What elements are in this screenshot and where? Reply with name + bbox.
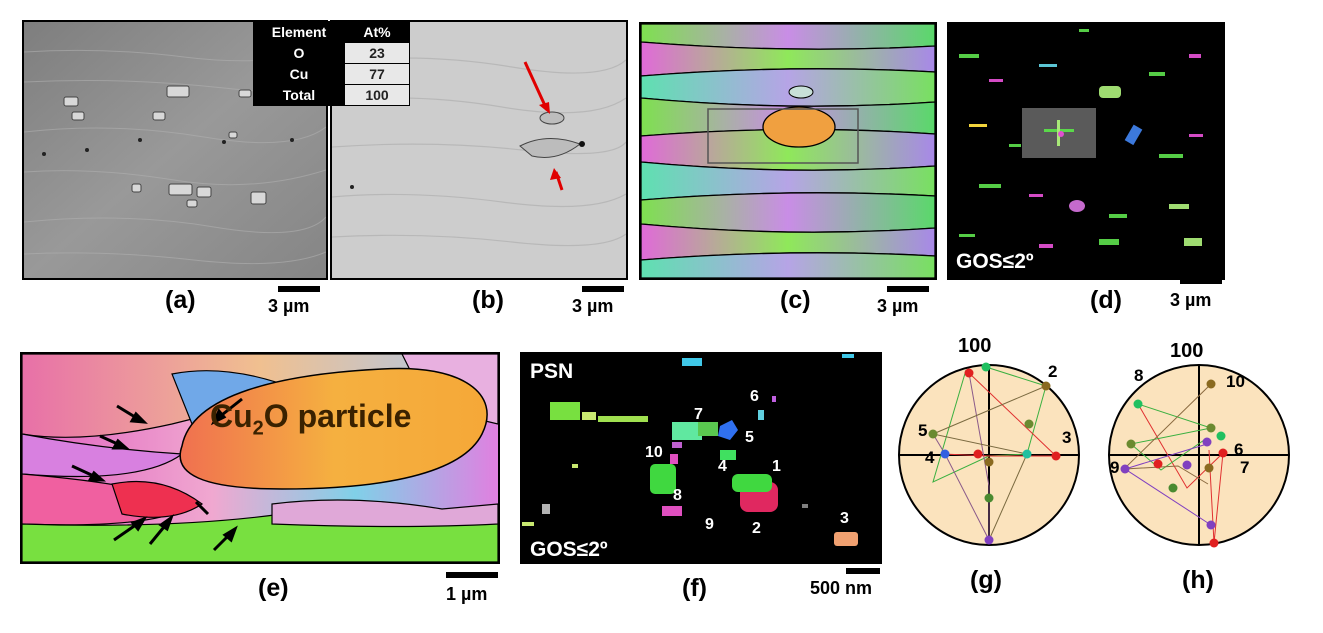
scale-bar-a bbox=[278, 286, 320, 292]
table-header-atpercent: At% bbox=[344, 21, 410, 43]
sem-image-b bbox=[330, 20, 628, 280]
panel-label-a: (a) bbox=[165, 286, 196, 314]
pole-point-label: 6 bbox=[1234, 440, 1244, 459]
gos-label-f: GOS≤2º bbox=[530, 538, 608, 561]
panel-label-f: (f) bbox=[682, 574, 707, 602]
scale-text-e: 1 µm bbox=[446, 584, 488, 604]
grain-number: 1 bbox=[772, 458, 781, 475]
scale-text-d: 3 µm bbox=[1170, 290, 1212, 310]
table-cell-element: Total bbox=[253, 84, 345, 106]
pole-label-g: 100 bbox=[958, 335, 992, 357]
table-cell-element: O bbox=[253, 42, 345, 64]
panel-label-b: (b) bbox=[472, 286, 504, 314]
pole-point-label: 4 bbox=[925, 448, 935, 467]
scale-text-f: 500 nm bbox=[810, 578, 873, 598]
pole-figure-svg-h bbox=[1108, 364, 1290, 548]
table-header-element: Element bbox=[253, 21, 345, 43]
table-row: Cu 77 bbox=[253, 63, 410, 85]
particle-label-cu: Cu bbox=[210, 398, 253, 434]
scale-bar-e bbox=[446, 572, 498, 578]
table-cell-value: 100 bbox=[344, 84, 410, 106]
table-cell-value: 77 bbox=[344, 63, 410, 85]
scale-bar-b bbox=[582, 286, 624, 292]
scale-bar-f bbox=[846, 568, 880, 574]
panel-label-d: (d) bbox=[1090, 286, 1122, 314]
grain-number: 2 bbox=[752, 520, 761, 537]
pole-point-label: 2 bbox=[1048, 362, 1058, 381]
table-cell-element: Cu bbox=[253, 63, 345, 85]
grain-number: 5 bbox=[745, 429, 754, 446]
pole-point-label: 10 bbox=[1226, 372, 1245, 391]
pole-point-label: 5 bbox=[918, 421, 928, 440]
pole-point-label: 7 bbox=[1240, 458, 1250, 477]
grain-number: 3 bbox=[840, 510, 849, 527]
ebsd-texture-c bbox=[641, 24, 935, 278]
grain-number: 7 bbox=[694, 406, 703, 423]
composition-table: Element At% O 23 Cu 77 Total 100 bbox=[253, 21, 410, 106]
pole-figure-svg-g bbox=[898, 362, 1080, 546]
ebsd-map-e bbox=[20, 352, 500, 564]
scale-bar-c bbox=[887, 286, 929, 292]
ebsd-texture-e bbox=[22, 354, 498, 562]
psn-texture-f bbox=[522, 354, 880, 562]
grain-number: 4 bbox=[718, 458, 727, 475]
gos-map-d bbox=[947, 22, 1225, 280]
grain-number: 10 bbox=[645, 444, 663, 461]
ebsd-map-c bbox=[639, 22, 937, 280]
scale-text-c: 3 µm bbox=[877, 296, 919, 316]
table-row: O 23 bbox=[253, 42, 410, 64]
pole-point-label: 9 bbox=[1110, 458, 1120, 477]
grain-number: 8 bbox=[673, 487, 682, 504]
psn-map-f bbox=[520, 352, 882, 564]
pole-point-label: 8 bbox=[1134, 366, 1144, 385]
table-row: Total 100 bbox=[253, 84, 410, 106]
panel-label-e: (e) bbox=[258, 574, 289, 602]
scale-bar-d bbox=[1180, 278, 1222, 284]
psn-label-f: PSN bbox=[530, 360, 574, 383]
panel-label-h: (h) bbox=[1182, 566, 1214, 594]
particle-label: Cu2O particle bbox=[210, 398, 411, 440]
gos-texture-d bbox=[949, 24, 1223, 278]
pole-figure-h bbox=[1103, 350, 1303, 560]
particle-label-rest: O particle bbox=[263, 398, 412, 434]
panel-label-c: (c) bbox=[780, 286, 811, 314]
panel-label-g: (g) bbox=[970, 566, 1002, 594]
particle-label-sub: 2 bbox=[252, 417, 264, 440]
table-cell-value: 23 bbox=[344, 42, 410, 64]
grain-number: 9 bbox=[705, 516, 714, 533]
pole-figure-g bbox=[893, 350, 1093, 560]
scale-text-b: 3 µm bbox=[572, 296, 614, 316]
grain-number: 6 bbox=[750, 388, 759, 405]
pole-label-h: 100 bbox=[1170, 340, 1204, 362]
scale-text-a: 3 µm bbox=[268, 296, 310, 316]
gos-label-d: GOS≤2º bbox=[956, 250, 1034, 273]
pole-point-label: 3 bbox=[1062, 428, 1072, 447]
